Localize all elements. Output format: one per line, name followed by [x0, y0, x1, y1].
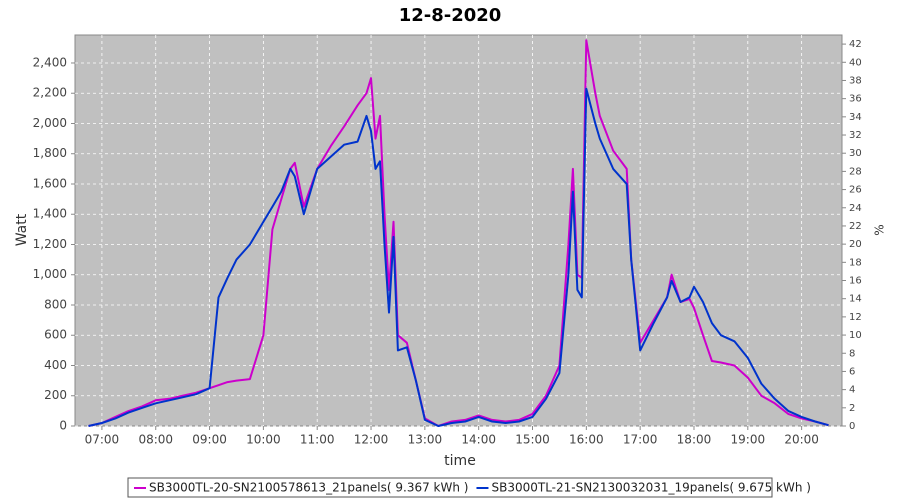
y2-tick-label: 4	[849, 385, 855, 396]
y2-tick-label: 28	[849, 166, 862, 177]
x-tick-label: 10:00	[246, 433, 281, 447]
y2-tick-label: 2	[849, 403, 855, 414]
series-line	[88, 39, 829, 427]
y2-tick-label: 42	[849, 39, 862, 50]
y-tick-label: 0	[59, 419, 67, 433]
y2-tick-label: 26	[849, 185, 862, 196]
chart-title: 12-8-2020	[399, 5, 502, 26]
x-tick-label: 20:00	[784, 433, 819, 447]
x-tick-label: 18:00	[677, 433, 712, 447]
y-tick-label: 1,400	[33, 207, 67, 221]
y2-tick-label: 20	[849, 239, 862, 250]
y-tick-label: 1,200	[33, 237, 67, 251]
y2-tick-label: 18	[849, 257, 862, 268]
y-tick-label: 2,400	[33, 55, 67, 69]
x-tick-label: 15:00	[515, 433, 550, 447]
y-tick-label: 2,000	[33, 116, 67, 130]
y2-tick-label: 8	[849, 348, 855, 359]
x-tick-label: 17:00	[623, 433, 658, 447]
y2-tick-label: 6	[849, 366, 855, 377]
y-tick-label: 800	[44, 297, 67, 311]
y2-tick-label: 40	[849, 57, 862, 68]
y2-tick-label: 38	[849, 75, 862, 86]
y-tick-label: 1,800	[33, 146, 67, 160]
y-tick-label: 200	[44, 388, 67, 402]
y2-tick-label: 16	[849, 276, 862, 287]
y2-tick-label: 24	[849, 203, 862, 214]
y2-tick-label: 22	[849, 221, 862, 232]
x-tick-label: 12:00	[354, 433, 389, 447]
y2-tick-label: 10	[849, 330, 862, 341]
y-tick-label: 2,200	[33, 86, 67, 100]
y2-tick-label: 12	[849, 312, 862, 323]
x-tick-label: 19:00	[731, 433, 766, 447]
y2-tick-label: 32	[849, 130, 862, 141]
x-tick-label: 16:00	[569, 433, 604, 447]
y-tick-label: 600	[44, 328, 67, 342]
x-tick-label: 08:00	[138, 433, 173, 447]
y2-axis-label: %	[873, 224, 887, 235]
x-tick-label: 09:00	[192, 433, 227, 447]
y-tick-label: 1,600	[33, 176, 67, 190]
legend	[127, 477, 773, 498]
x-tick-label: 14:00	[461, 433, 496, 447]
y2-tick-label: 36	[849, 94, 862, 105]
x-tick-label: 13:00	[408, 433, 443, 447]
legend-label: SB3000TL-21-SN2130032031_19panels( 9.675…	[491, 481, 810, 495]
y2-tick-label: 0	[849, 421, 855, 432]
plot-area	[74, 34, 843, 427]
series-line	[88, 87, 829, 427]
y2-tick-label: 30	[849, 148, 862, 159]
x-tick-label: 07:00	[85, 433, 120, 447]
y2-tick-label: 34	[849, 112, 862, 123]
x-axis-label: time	[444, 453, 476, 469]
y-axis-label: Watt	[14, 213, 30, 246]
y-tick-label: 400	[44, 358, 67, 372]
y-tick-label: 1,000	[33, 267, 67, 281]
legend-label: SB3000TL-20-SN2100578613_21panels( 9.367…	[149, 481, 468, 495]
y2-tick-label: 14	[849, 294, 862, 305]
x-tick-label: 11:00	[300, 433, 335, 447]
